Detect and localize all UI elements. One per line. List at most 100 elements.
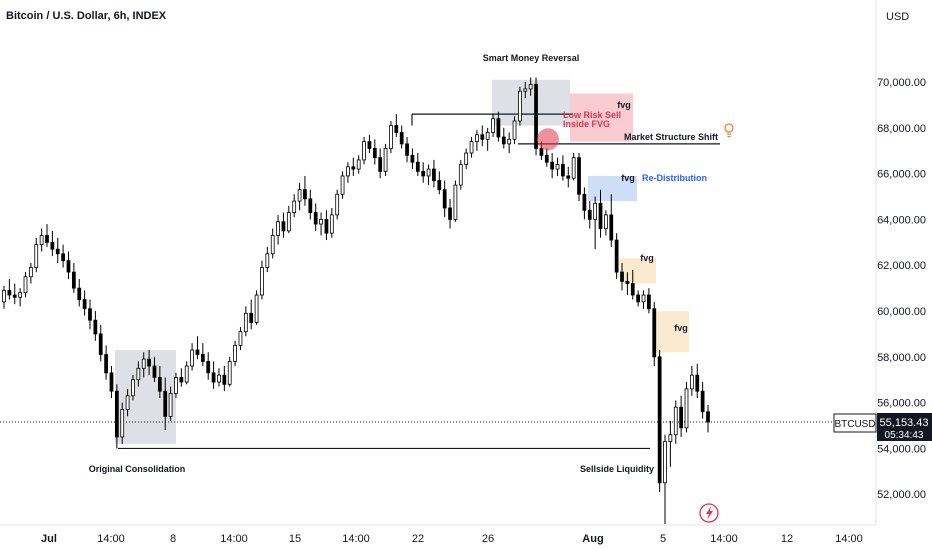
y-tick-label: 66,000.00	[877, 169, 926, 181]
candle-body	[690, 374, 694, 390]
candle-body	[389, 125, 393, 149]
y-tick-label: 68,000.00	[877, 123, 926, 135]
candle-body	[28, 267, 33, 278]
candle-body	[512, 120, 517, 140]
candle-body	[636, 294, 641, 303]
candle-body	[88, 308, 92, 321]
y-tick-label: 54,000.00	[877, 443, 926, 455]
candle-body	[222, 374, 227, 385]
candle-body	[356, 159, 361, 170]
candle-body	[131, 379, 135, 397]
fvg-label-2: fvg	[621, 173, 635, 183]
candle-body	[276, 221, 280, 236]
x-tick-label: 14:00	[97, 533, 125, 545]
candle-body	[528, 83, 533, 90]
candle-body	[174, 377, 178, 394]
flash-icon[interactable]	[699, 503, 719, 523]
candle-body	[179, 377, 184, 383]
price-axis: 70,000.00 68,000.00 66,000.00 64,000.00 62,0…	[877, 77, 926, 501]
candle-body	[604, 214, 608, 230]
candle-body	[114, 390, 119, 438]
candle-body	[405, 143, 409, 156]
candle-body	[539, 148, 544, 156]
candle-body	[614, 239, 619, 273]
candle-body	[249, 312, 254, 323]
candle-body	[200, 354, 205, 362]
candle-body	[458, 164, 463, 186]
candle-body	[211, 372, 216, 383]
candle-body	[260, 267, 264, 296]
candle-body	[700, 390, 705, 413]
candle-body	[109, 372, 114, 392]
candle-body	[383, 148, 388, 172]
chart-title: Bitcoin / U.S. Dollar, 6h, INDEX	[6, 10, 167, 22]
candle-body	[281, 221, 286, 232]
candle-body	[652, 308, 657, 358]
candle-body	[141, 358, 146, 369]
candle-body	[550, 161, 555, 170]
candle-body	[217, 374, 221, 383]
x-tick-label: 14:00	[835, 533, 863, 545]
candle-body	[496, 118, 501, 138]
lightbulb-icon[interactable]	[724, 123, 734, 138]
price-tag-countdown: 05:34:43	[885, 430, 924, 441]
x-tick-label: 8	[170, 533, 176, 545]
candle-body	[378, 157, 383, 172]
candle-body	[55, 248, 60, 255]
candle-body	[475, 134, 479, 142]
candle-body	[641, 294, 646, 303]
candle-body	[270, 235, 275, 255]
candle-body	[577, 157, 581, 195]
candle-body	[93, 319, 98, 335]
y-tick-label: 58,000.00	[877, 352, 926, 364]
candle-body	[313, 212, 318, 225]
candle-body	[351, 166, 356, 170]
candle-body	[34, 244, 39, 268]
candle-body	[394, 125, 399, 133]
candle-body	[184, 365, 189, 383]
candle-body	[82, 299, 87, 310]
x-tick-label: 14:00	[710, 533, 738, 545]
x-tick-label: 22	[412, 533, 424, 545]
candle-body	[620, 271, 624, 282]
candle-body	[319, 219, 323, 225]
y-tick-label: 52,000.00	[877, 489, 926, 501]
candle-body	[45, 235, 49, 243]
candle-body	[464, 152, 469, 165]
candle-body	[598, 203, 603, 230]
candle-body	[647, 294, 651, 310]
candle-body	[286, 212, 291, 232]
candle-body	[136, 367, 141, 381]
price-tag: BTCUSD 55,153.43 05:34:43	[833, 413, 932, 441]
candle-body	[61, 253, 65, 262]
candle-body	[555, 164, 560, 170]
candle-body	[152, 365, 157, 378]
candle-body	[668, 434, 673, 442]
candle-body	[18, 292, 23, 298]
currency-selector[interactable]: USD	[886, 11, 910, 23]
y-tick-label: 64,000.00	[877, 214, 926, 226]
candle-body	[238, 331, 243, 346]
candle-body	[243, 312, 248, 333]
x-tick-label: 14:00	[220, 533, 248, 545]
candle-body	[544, 154, 549, 163]
candle-body	[442, 189, 447, 209]
price-tag-price: 55,153.43	[880, 417, 929, 429]
low-risk-sell-label: Low Risk Sell	[563, 110, 621, 120]
candle-body	[534, 83, 538, 149]
candle-body	[480, 134, 485, 140]
smart-money-reversal-label: Smart Money Reversal	[483, 53, 580, 63]
x-tick-label: 15	[289, 533, 301, 545]
candle-body	[104, 354, 108, 374]
candle-body	[523, 88, 528, 92]
candle-layer	[2, 77, 710, 524]
candle-body	[265, 253, 270, 268]
candle-body	[195, 349, 200, 355]
candle-body	[399, 132, 404, 145]
candle-body	[308, 198, 313, 213]
candle-body	[657, 356, 662, 484]
candle-body	[77, 287, 82, 300]
y-tick-label: 60,000.00	[877, 306, 926, 318]
inside-fvg-label: Inside FVG	[563, 119, 610, 129]
